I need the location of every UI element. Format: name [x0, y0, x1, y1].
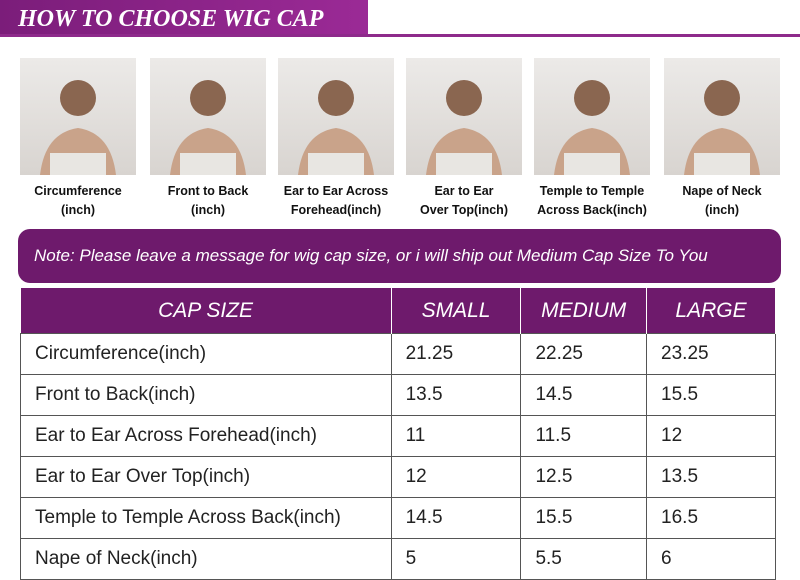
caption-line: Front to Back	[167, 184, 249, 198]
caption-line: (inch)	[60, 203, 96, 217]
table-row: Front to Back(inch) 13.5 14.5 15.5	[20, 374, 776, 416]
table-cell: 15.5	[520, 497, 648, 539]
table-cell: 14.5	[520, 374, 648, 416]
photo-caption: Circumference (inch)	[13, 182, 143, 220]
caption-line: Temple to Temple	[539, 184, 645, 198]
table-cell: 5.5	[520, 538, 648, 580]
photo	[534, 58, 650, 175]
column-header: LARGE	[646, 288, 776, 334]
figure-icon	[298, 80, 374, 175]
figure-icon	[684, 80, 760, 175]
table-row: Temple to Temple Across Back(inch) 14.5 15…	[20, 497, 776, 539]
table-cell: 12.5	[520, 456, 648, 498]
table-cell: 6	[646, 538, 776, 580]
table-cell: 13.5	[390, 374, 522, 416]
header-rule	[0, 34, 800, 37]
header-title: HOW TO CHOOSE WIG CAP	[0, 0, 368, 36]
table-cell: 15.5	[646, 374, 776, 416]
table-cell: 13.5	[646, 456, 776, 498]
figure-icon	[426, 80, 502, 175]
table-cell: 23.25	[646, 333, 776, 375]
photo-caption: Front to Back (inch)	[143, 182, 273, 220]
caption-line: (inch)	[190, 203, 226, 217]
table-row: Circumference(inch) 21.25 22.25 23.25	[20, 333, 776, 375]
photo	[406, 58, 522, 175]
table-cell: 16.5	[646, 497, 776, 539]
caption-line: Over Top(inch)	[420, 203, 508, 217]
caption-line: Circumference	[34, 184, 122, 198]
caption-line: Across Back(inch)	[537, 203, 647, 217]
photo	[150, 58, 266, 175]
caption-line: (inch)	[704, 203, 740, 217]
table-cell: Front to Back(inch)	[20, 374, 392, 416]
note: Note: Please leave a message for wig cap…	[18, 229, 781, 283]
table-cell: 11.5	[520, 415, 648, 457]
table-cell: 5	[390, 538, 522, 580]
photo-caption: Nape of Neck (inch)	[657, 182, 787, 220]
figure-icon	[40, 80, 116, 175]
caption-line: Nape of Neck	[682, 184, 762, 198]
photo	[278, 58, 394, 175]
table-cell: 21.25	[390, 333, 522, 375]
table-cell: 11	[390, 415, 522, 457]
table-cell: 12	[646, 415, 776, 457]
table-cell: Ear to Ear Across Forehead(inch)	[20, 415, 392, 457]
table-row: Ear to Ear Across Forehead(inch) 11 11.5 12	[20, 415, 776, 457]
table-cell: 12	[390, 456, 522, 498]
figure-icon	[554, 80, 630, 175]
table-row: Ear to Ear Over Top(inch) 12 12.5 13.5	[20, 456, 776, 498]
table-cell: Circumference(inch)	[20, 333, 392, 375]
caption-line: Ear to Ear Across	[283, 184, 389, 198]
table-row: Nape of Neck(inch) 5 5.5 6	[20, 538, 776, 580]
table-cell: Nape of Neck(inch)	[20, 538, 392, 580]
table-cell: 22.25	[520, 333, 648, 375]
photo	[20, 58, 136, 175]
table-cell: Temple to Temple Across Back(inch)	[20, 497, 392, 539]
figure-icon	[170, 80, 246, 175]
caption-line: Ear to Ear	[434, 184, 494, 198]
photo-caption: Temple to Temple Across Back(inch)	[527, 182, 657, 220]
size-table: CAP SIZE SMALL MEDIUM LARGE Circumference(in…	[20, 288, 776, 580]
photo-caption: Ear to Ear Over Top(inch)	[399, 182, 529, 220]
table-cell: 14.5	[390, 497, 522, 539]
photo	[664, 58, 780, 175]
column-header: SMALL	[391, 288, 522, 334]
photo-caption: Ear to Ear Across Forehead(inch)	[271, 182, 401, 220]
table-cell: Ear to Ear Over Top(inch)	[20, 456, 392, 498]
caption-line: Forehead(inch)	[290, 203, 382, 217]
column-header: MEDIUM	[520, 288, 648, 334]
column-header: CAP SIZE	[20, 288, 392, 334]
